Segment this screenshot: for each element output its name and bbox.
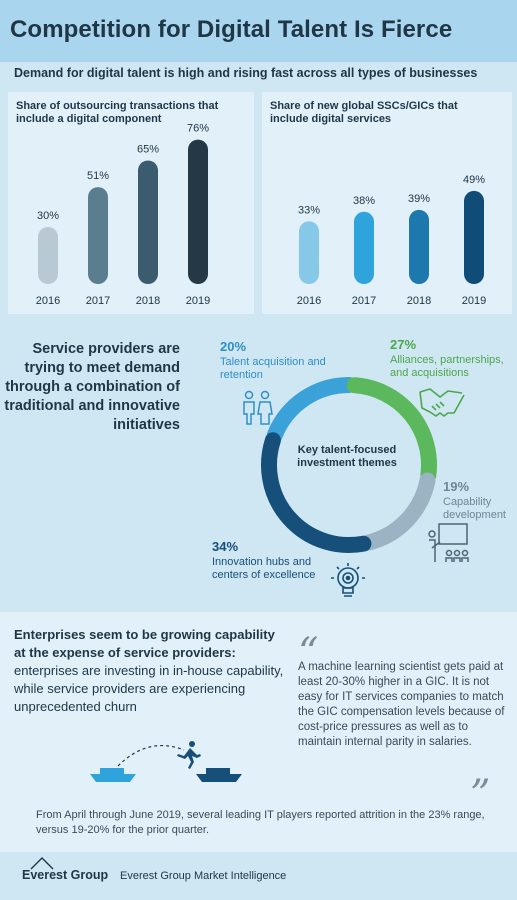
jumping-person-icon — [177, 741, 201, 769]
people-icon — [243, 390, 273, 425]
enterprise-text: Enterprises seem to be growing capabilit… — [14, 626, 286, 716]
talent-label: 20% Talent acquisition and retention — [220, 340, 330, 382]
x-tick-label: 2017 — [86, 295, 110, 307]
initiatives-heading: Service providers are trying to meet dem… — [4, 341, 180, 433]
quote-open-icon: “ — [298, 630, 319, 676]
footer-text: Everest Group Market Intelligence — [120, 870, 287, 882]
quote-close-icon: ” — [470, 772, 491, 818]
bar-2018 — [409, 209, 429, 284]
presentation-icon — [428, 523, 469, 562]
page-subtitle: Demand for digital talent is high and ri… — [14, 66, 478, 80]
bar-value-label: 38% — [353, 195, 375, 207]
bar-value-label: 49% — [463, 174, 485, 186]
x-tick-label: 2017 — [352, 295, 376, 307]
talent-text: Talent acquisition and retention — [220, 356, 326, 381]
subtitle-bar: Demand for digital talent is high and ri… — [0, 62, 517, 90]
footer — [0, 852, 517, 900]
boat-transfer-illustration — [90, 741, 242, 782]
bar-value-label: 51% — [87, 170, 109, 182]
x-tick-label: 2019 — [186, 295, 210, 307]
bar-2019 — [188, 139, 208, 284]
page-title: Competition for Digital Talent Is Fierce — [10, 16, 453, 43]
title-banner: Competition for Digital Talent Is Fierce — [0, 0, 517, 62]
chart-title: Share of new global SSCs/GICs that inclu… — [270, 100, 458, 125]
bar-value-label: 33% — [298, 204, 320, 216]
x-tick-label: 2019 — [462, 295, 486, 307]
everest-logo: Everest Group — [22, 868, 109, 882]
enterprise-rest: enterprises are investing in in-house ca… — [14, 663, 284, 714]
capability-pct: 19% — [443, 479, 470, 494]
mountain-logo-icon — [30, 857, 54, 870]
bar-2016 — [38, 227, 58, 284]
quote-text: A machine learning scientist gets paid a… — [298, 661, 505, 748]
bar-2018 — [138, 160, 158, 284]
capability-label: 19% Capability development — [443, 480, 515, 522]
alliances-text: Alliances, partnerships, and acquisition… — [390, 354, 504, 379]
ssc-bar-chart: 33% 2016 38% 2017 39% 2018 49% 2019 — [297, 174, 486, 307]
x-tick-label: 2018 — [407, 295, 431, 307]
outsourcing-bar-chart: 30% 2016 51% 2017 65% 2018 76% 2019 — [36, 123, 210, 307]
chart-title: Share of outsourcing transactions that i… — [16, 100, 219, 125]
enterprise-bold: Enterprises seem to be growing capabilit… — [14, 627, 275, 660]
ring-center-label: Key talent-focused investment themes — [297, 444, 397, 469]
bar-2017 — [354, 211, 374, 284]
enterprise-section — [0, 612, 517, 852]
capability-text: Capability development — [443, 496, 506, 521]
outsourcing-chart-panel: Share of outsourcing transactions that i… — [8, 92, 254, 314]
bar-value-label: 76% — [187, 123, 209, 135]
handshake-icon — [419, 388, 465, 417]
innovation-pct: 34% — [212, 539, 239, 554]
bar-2017 — [88, 187, 108, 284]
bar-value-label: 30% — [37, 210, 59, 222]
bar-2016 — [299, 221, 319, 284]
talent-pct: 20% — [220, 339, 247, 354]
bar-2019 — [464, 190, 484, 284]
x-tick-label: 2016 — [36, 295, 60, 307]
x-tick-label: 2018 — [136, 295, 160, 307]
innovation-text: Innovation hubs and centers of excellenc… — [212, 556, 316, 581]
attrition-note: From April through June 2019, several le… — [36, 809, 485, 836]
x-tick-label: 2016 — [297, 295, 321, 307]
ssc-chart-panel: Share of new global SSCs/GICs that inclu… — [262, 92, 512, 314]
alliances-label: 27% Alliances, partnerships, and acquisi… — [390, 338, 515, 380]
bar-value-label: 65% — [137, 144, 159, 156]
boat-icon — [90, 768, 136, 782]
bar-value-label: 39% — [408, 193, 430, 205]
innovation-label: 34% Innovation hubs and centers of excel… — [212, 540, 322, 582]
lightbulb-icon — [331, 563, 365, 597]
alliances-pct: 27% — [390, 337, 417, 352]
